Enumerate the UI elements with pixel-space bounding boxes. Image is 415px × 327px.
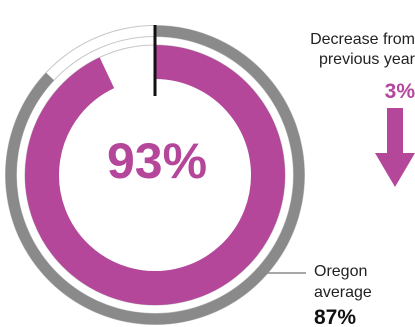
down-arrow-icon [375, 108, 415, 187]
oregon-label-line1: Oregon [314, 263, 367, 280]
change-label-line1: Decrease from [310, 31, 415, 48]
oregon-label-line2: average [314, 284, 372, 301]
center-value-label: 93% [107, 133, 207, 189]
oregon-value-label: 87% [314, 306, 356, 327]
change-label-line2: previous year [319, 51, 415, 68]
oregon-ring-arc [5, 25, 305, 325]
change-value-label: 3% [385, 80, 415, 103]
main-ring-arc [25, 45, 285, 305]
